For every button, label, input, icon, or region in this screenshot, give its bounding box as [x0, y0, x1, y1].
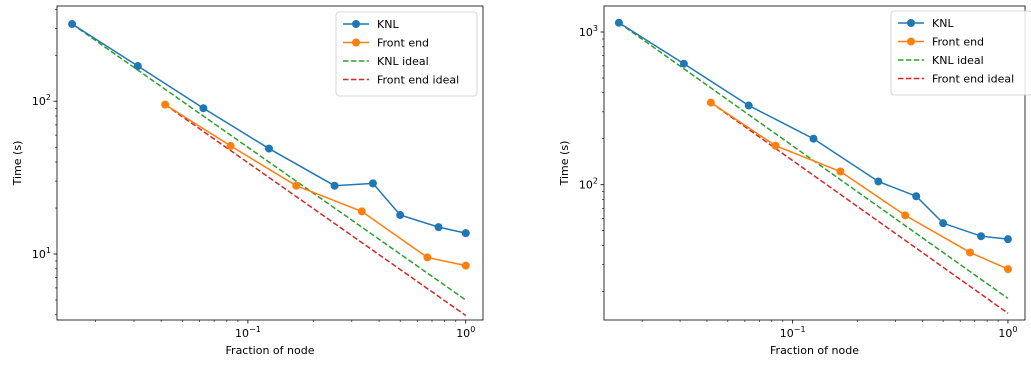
point-knl: [199, 104, 208, 113]
y-tick-label: 103: [579, 24, 598, 39]
x-axis-label: Fraction of node: [226, 344, 315, 357]
y-axis-label: Time (s): [11, 141, 24, 187]
legend-marker-front-end: [352, 38, 360, 47]
point-knl: [939, 219, 948, 228]
y-tick-label: 102: [579, 177, 598, 192]
left-chart: 10−1 100 101 102 Fraction of node Time (s) KNL…: [11, 5, 484, 357]
point-knl: [977, 232, 986, 241]
point-front-end: [161, 100, 170, 109]
legend-label-front-end: Front end: [932, 36, 984, 49]
point-front-end: [1003, 265, 1012, 274]
legend-label-knl-ideal: KNL ideal: [377, 55, 429, 68]
series-line-front-end: [164, 103, 466, 267]
legend-marker-front-end: [907, 37, 915, 46]
point-knl: [679, 59, 688, 68]
series-line-front-end-ideal: [710, 101, 1009, 314]
point-front-end: [966, 248, 975, 257]
point-knl: [368, 179, 377, 188]
plot-frame: [603, 5, 1026, 321]
point-knl: [744, 101, 753, 110]
point-knl: [1003, 235, 1012, 244]
point-knl: [912, 192, 921, 201]
series-line-front-end-ideal: [164, 104, 467, 317]
point-front-end: [706, 98, 715, 107]
legend: KNL Front end KNL ideal Front end ideal: [335, 11, 478, 97]
point-front-end: [423, 253, 432, 262]
point-knl: [264, 144, 273, 153]
x-tick-label: 100: [998, 325, 1017, 340]
legend-box: [890, 10, 1031, 96]
y-axis-label: Time (s): [558, 141, 571, 187]
point-knl: [68, 20, 77, 29]
point-front-end: [226, 141, 235, 150]
point-knl: [461, 229, 470, 238]
x-tick-label: 10−1: [780, 325, 806, 340]
legend: KNL Front end KNL ideal Front end ideal: [890, 10, 1031, 96]
legend-label-front-end-ideal: Front end ideal: [932, 73, 1014, 86]
x-tick-label: 10−1: [235, 325, 261, 340]
point-knl: [133, 62, 142, 71]
legend-marker-knl: [352, 20, 360, 28]
series-line-knl-ideal: [71, 23, 467, 301]
legend-label-knl-ideal: KNL ideal: [932, 54, 984, 67]
point-front-end: [357, 207, 366, 216]
plot-frame: [56, 5, 484, 321]
legend-marker-knl: [907, 19, 915, 27]
point-knl: [809, 134, 818, 143]
point-knl: [874, 177, 883, 186]
legend-label-front-end-ideal: Front end ideal: [377, 74, 459, 87]
point-front-end: [461, 261, 470, 270]
legend-label-knl: KNL: [932, 17, 954, 30]
series-line-front-end: [710, 101, 1009, 270]
x-axis-label: Fraction of node: [770, 344, 859, 357]
legend-label-knl: KNL: [377, 18, 399, 31]
point-front-end: [836, 167, 845, 176]
point-front-end: [901, 211, 910, 220]
point-knl: [330, 181, 339, 190]
point-knl: [396, 211, 405, 220]
point-front-end: [292, 181, 301, 190]
point-front-end: [771, 141, 780, 150]
right-chart: 10−1 100 102 103 Fraction of node Time (s) KNL…: [558, 5, 1031, 357]
point-knl: [434, 223, 443, 232]
point-knl: [614, 18, 623, 27]
legend-label-front-end: Front end: [377, 37, 429, 50]
x-tick-label: 100: [456, 325, 475, 340]
legend-box: [335, 11, 478, 97]
y-tick-label: 101: [32, 246, 51, 261]
y-tick-label: 102: [32, 93, 51, 108]
